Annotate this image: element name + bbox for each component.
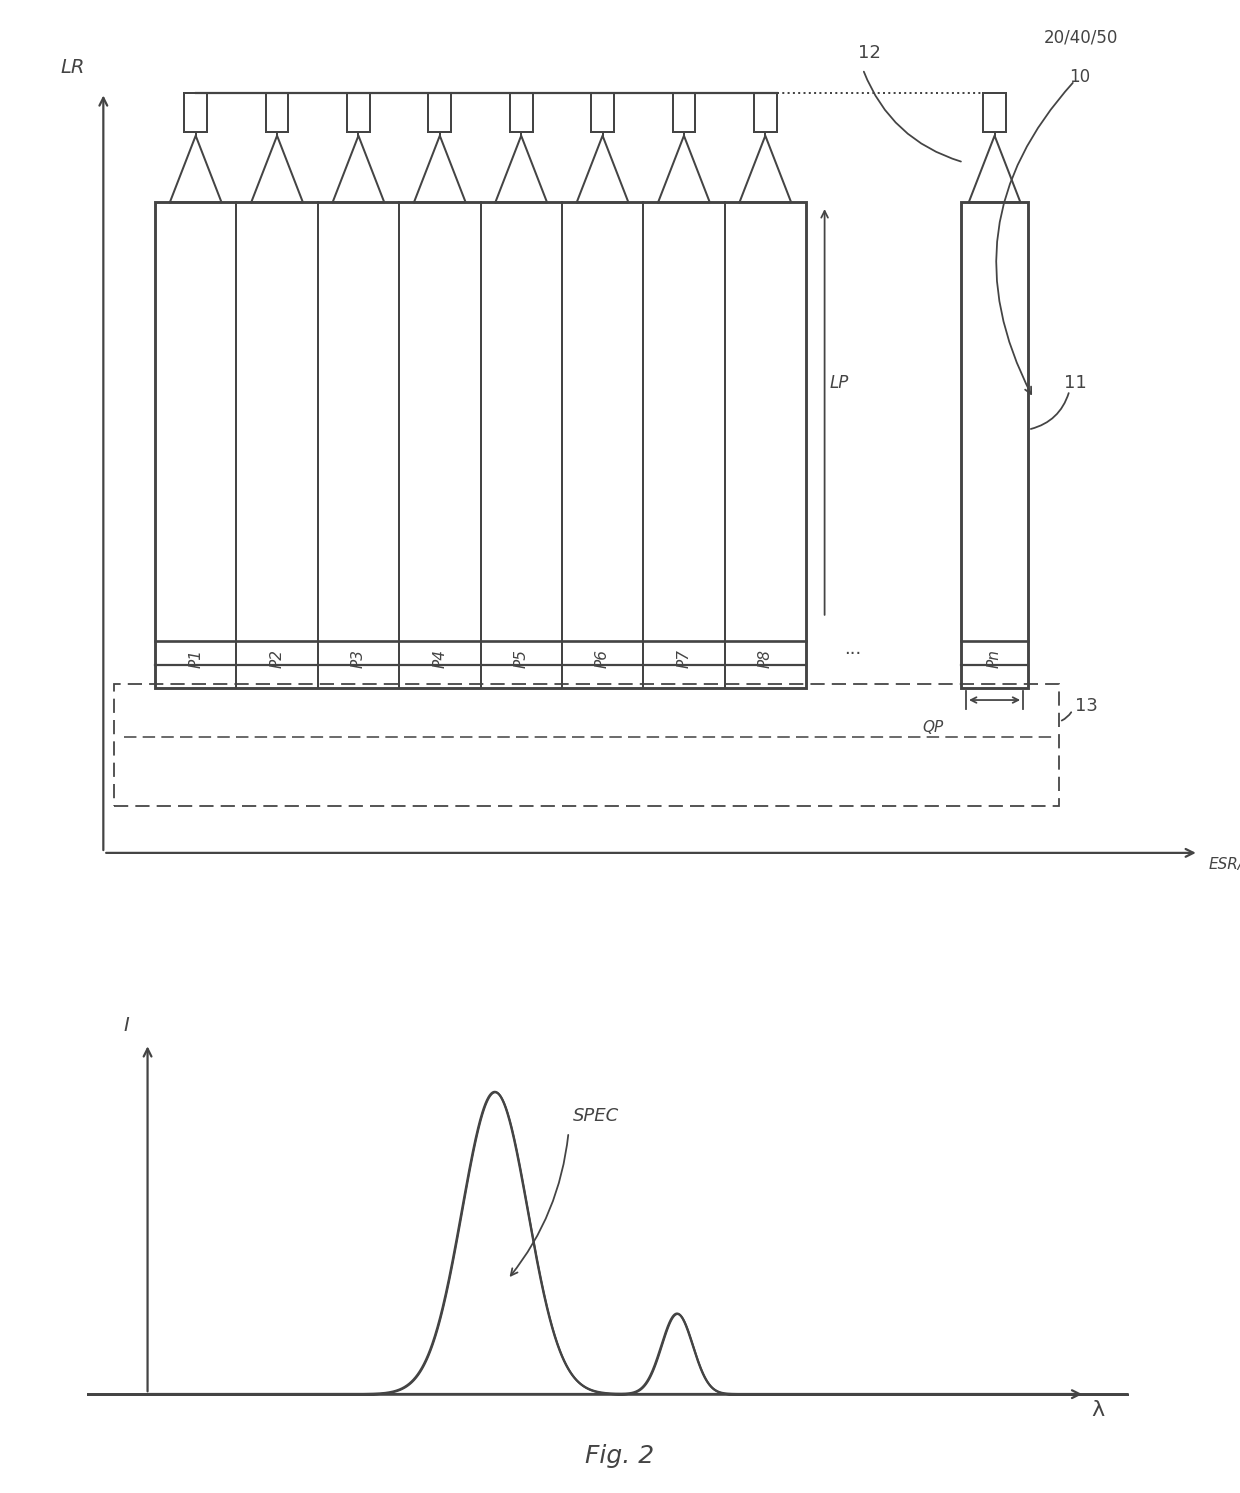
Bar: [155, 203, 806, 688]
Text: LP: LP: [830, 373, 849, 391]
Text: P6: P6: [595, 649, 610, 667]
Text: P3: P3: [351, 649, 366, 667]
Bar: [114, 684, 1059, 806]
Bar: [347, 93, 370, 131]
Text: P8: P8: [758, 649, 773, 667]
Text: 11: 11: [1064, 373, 1087, 391]
Text: LR: LR: [61, 58, 84, 78]
Text: 10: 10: [1069, 67, 1091, 87]
Text: 20/40/50: 20/40/50: [1044, 28, 1118, 46]
Bar: [754, 93, 776, 131]
Text: Pn: Pn: [987, 649, 1002, 667]
Text: 13: 13: [1075, 697, 1097, 715]
Text: I: I: [123, 1017, 129, 1036]
Text: λ: λ: [1091, 1400, 1105, 1420]
Text: QP: QP: [923, 720, 944, 735]
Text: P1: P1: [188, 649, 203, 667]
Bar: [265, 93, 289, 131]
Text: P5: P5: [513, 649, 528, 667]
Text: P4: P4: [433, 649, 448, 667]
Text: Fig. 2: Fig. 2: [585, 1444, 655, 1468]
Bar: [672, 93, 696, 131]
Bar: [983, 93, 1006, 131]
Text: ESR/QR: ESR/QR: [1209, 857, 1240, 872]
Text: SPEC: SPEC: [573, 1106, 619, 1126]
Bar: [510, 93, 532, 131]
Text: 12: 12: [858, 45, 880, 63]
Text: P2: P2: [269, 649, 284, 667]
Bar: [185, 93, 207, 131]
Text: P7: P7: [677, 649, 692, 667]
Text: ...: ...: [844, 640, 861, 658]
Bar: [961, 203, 1028, 688]
Bar: [429, 93, 451, 131]
Bar: [591, 93, 614, 131]
